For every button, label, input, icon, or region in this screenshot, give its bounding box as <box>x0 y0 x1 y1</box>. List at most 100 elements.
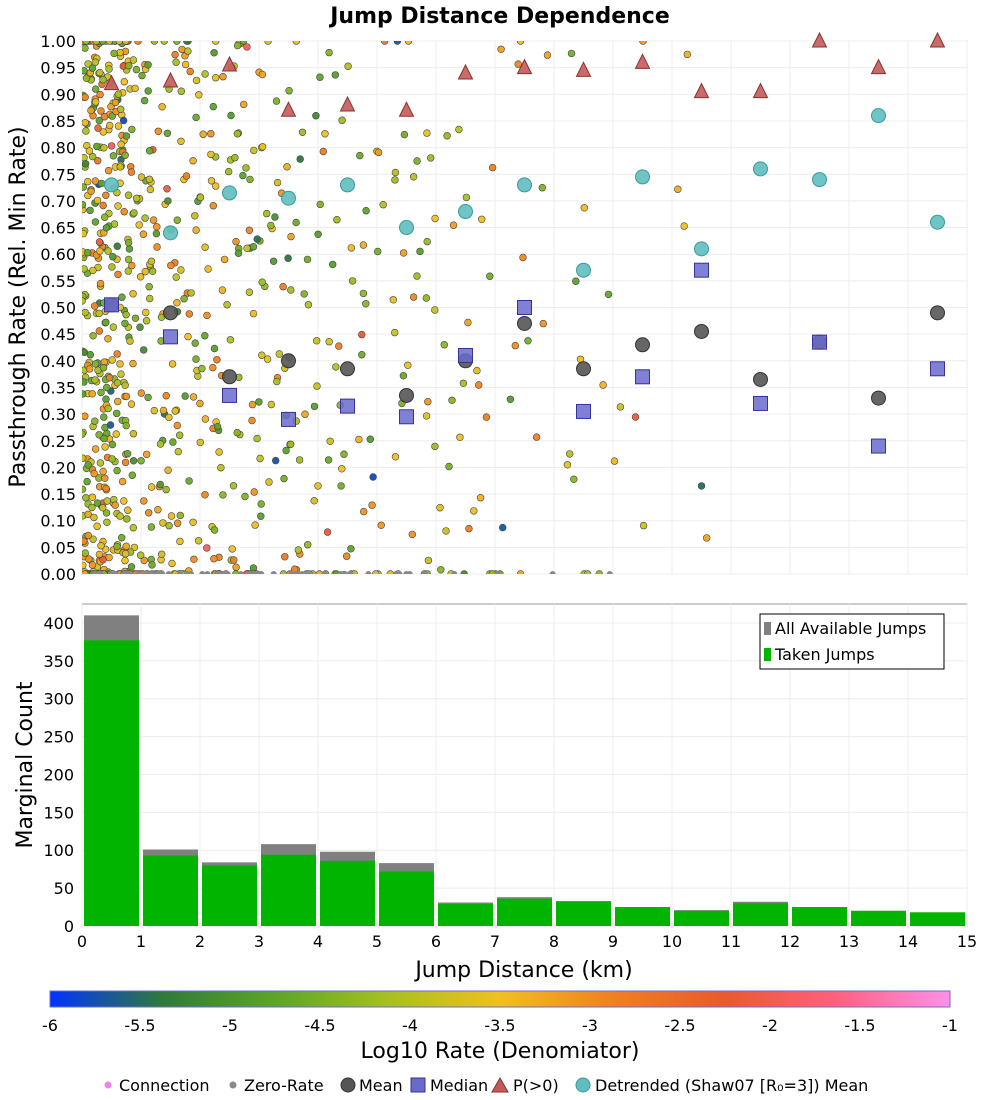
scatter-y-tick-label: 0.80 <box>40 139 76 158</box>
connection-point <box>159 406 168 415</box>
connection-point <box>203 544 211 552</box>
connection-point <box>116 105 125 114</box>
connection-point <box>191 339 199 347</box>
connection-point <box>109 253 117 261</box>
taken-jumps-bar <box>497 898 552 926</box>
zero-rate-point <box>199 571 206 574</box>
connection-point <box>272 456 280 465</box>
connection-point <box>381 41 389 45</box>
p-gt-0-marker <box>752 82 769 99</box>
connection-point <box>680 222 688 230</box>
p-gt-0-marker <box>221 55 238 72</box>
connection-point <box>85 555 93 563</box>
zero-rate-point <box>321 571 328 574</box>
connection-point <box>572 277 580 285</box>
connection-point <box>488 163 497 172</box>
connection-point <box>123 450 132 458</box>
detrended-mean-marker <box>753 161 768 177</box>
connection-point <box>176 537 184 546</box>
connection-point <box>154 506 162 514</box>
connection-point <box>156 440 165 448</box>
mean-marker <box>281 353 296 369</box>
colorbar-tick-label: -3.5 <box>484 1016 515 1035</box>
connection-point <box>102 224 111 232</box>
connection-point <box>475 381 483 389</box>
connection-point <box>258 143 267 151</box>
connection-point <box>168 360 177 368</box>
connection-point <box>243 244 251 253</box>
connection-point <box>165 521 173 530</box>
taken-jumps-bar <box>379 871 434 926</box>
connection-point <box>82 454 87 462</box>
connection-point <box>314 230 322 239</box>
zero-rate-point <box>347 571 354 574</box>
connection-point <box>136 323 144 331</box>
connection-point <box>296 155 304 163</box>
connection-point <box>150 41 159 45</box>
scatter-y-tick-label: 0.30 <box>40 405 76 424</box>
connection-point <box>169 438 177 446</box>
connection-point <box>331 71 339 79</box>
mean-marker <box>222 369 237 385</box>
connection-point <box>110 220 119 228</box>
connection-point <box>103 518 111 526</box>
connection-point <box>511 341 519 350</box>
connection-point <box>112 430 120 438</box>
connection-point <box>141 214 149 222</box>
connection-point <box>163 185 171 193</box>
connection-point <box>424 556 433 565</box>
connection-point <box>230 556 238 564</box>
connection-point <box>280 474 288 483</box>
connection-point <box>282 446 290 455</box>
connection-point <box>164 197 172 205</box>
connection-point <box>312 111 320 120</box>
bar-y-tick-label: 350 <box>43 652 74 671</box>
connection-point <box>267 400 275 409</box>
connection-point <box>422 294 430 302</box>
connection-point <box>95 238 104 246</box>
p-gt-0-marker <box>693 82 710 99</box>
bottom-legend: Connection Zero-Rate Mean Median P(>0) D… <box>104 1076 868 1095</box>
connection-point <box>102 509 111 517</box>
connection-point <box>225 167 233 176</box>
connection-point <box>147 257 156 265</box>
connection-point <box>106 421 115 429</box>
connection-point <box>91 177 100 185</box>
connection-point <box>538 184 546 192</box>
connection-point <box>409 173 418 181</box>
median-marker <box>104 297 119 313</box>
connection-point <box>539 319 547 328</box>
connection-point <box>413 272 421 280</box>
connection-point <box>145 175 154 184</box>
connection-point <box>109 152 118 160</box>
connection-point <box>87 106 95 115</box>
zero-rate-legend-icon <box>229 1081 237 1089</box>
connection-point <box>150 406 159 415</box>
connection-point <box>105 374 114 382</box>
connection-point <box>210 554 218 563</box>
p-gt-0-marker <box>398 101 415 117</box>
connection-point <box>104 247 112 255</box>
connection-point <box>101 443 109 451</box>
connection-point <box>228 545 236 553</box>
median-marker <box>222 387 237 403</box>
connection-point <box>379 201 387 209</box>
connection-point <box>516 570 525 574</box>
mean-marker <box>753 371 768 387</box>
connection-point <box>158 550 166 558</box>
connection-point <box>140 96 149 105</box>
connection-point <box>99 41 107 45</box>
zero-rate-point <box>156 571 162 574</box>
connection-point <box>442 527 450 535</box>
detrended-mean-marker <box>222 185 237 201</box>
connection-point <box>110 49 118 58</box>
bar-x-tick-label: 3 <box>254 932 264 951</box>
connection-point <box>91 218 100 226</box>
connection-point <box>162 485 170 494</box>
connection-point <box>440 341 448 349</box>
connection-point <box>97 541 105 550</box>
connection-point <box>316 200 324 209</box>
connection-point <box>192 113 200 122</box>
connection-point <box>93 142 101 151</box>
connection-point <box>272 97 281 105</box>
